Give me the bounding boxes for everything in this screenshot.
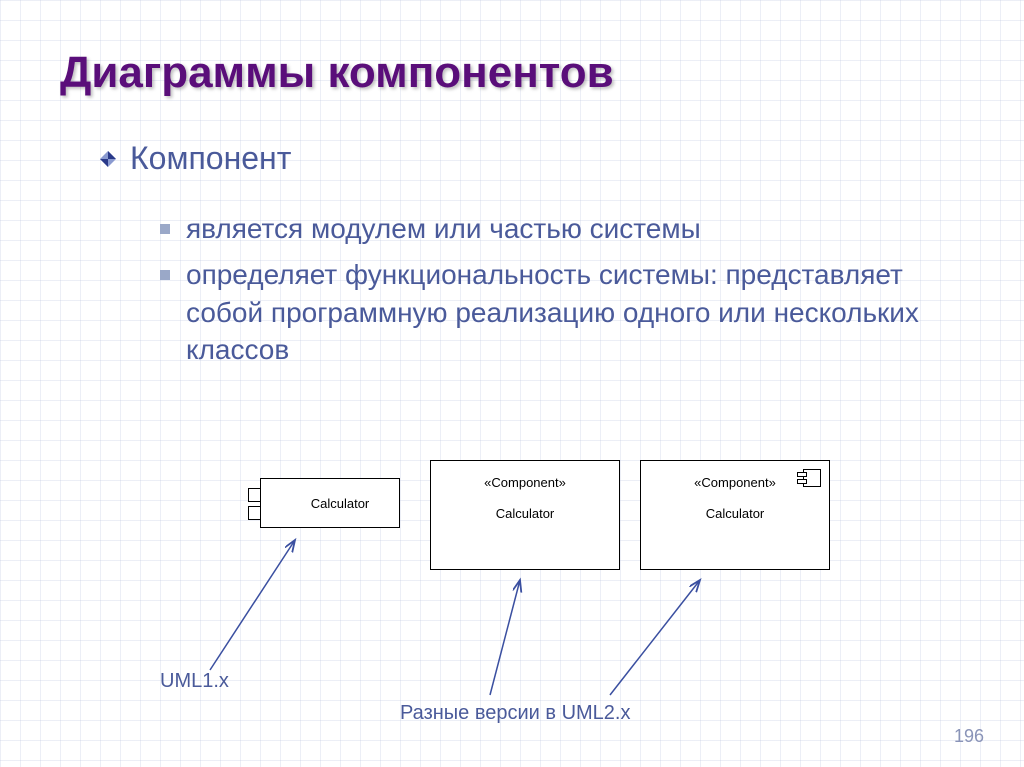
list-item: определяет функциональность системы: пре… [160, 256, 940, 369]
level2-list: является модулем или частью системы опре… [160, 210, 940, 377]
uml2b-name: Calculator [641, 506, 829, 521]
uml2a-component-box: «Component» Calculator [430, 460, 620, 570]
page-number: 196 [954, 726, 984, 747]
component-icon [797, 469, 821, 487]
uml1-component-label: Calculator [311, 496, 370, 511]
square-bullet-icon [160, 224, 170, 234]
list-item-text: является модулем или частью системы [186, 210, 940, 248]
slide-title: Диаграммы компонентов [60, 48, 614, 98]
caption-uml1: UML1.x [160, 670, 229, 693]
list-item: является модулем или частью системы [160, 210, 940, 248]
square-bullet-icon [160, 270, 170, 280]
list-item-text: определяет функциональность системы: пре… [186, 256, 940, 369]
uml2b-component-box: «Component» Calculator [640, 460, 830, 570]
diamond-icon [100, 151, 116, 167]
diagram-area: Calculator «Component» Calculator «Compo… [220, 460, 920, 660]
level1-bullet: Компонент [100, 140, 291, 177]
slide: Диаграммы компонентов Компонент является… [0, 0, 1024, 767]
uml2a-name: Calculator [431, 506, 619, 521]
level1-text: Компонент [130, 140, 291, 177]
uml1-component-box: Calculator [260, 478, 400, 528]
uml2a-stereotype: «Component» [431, 475, 619, 490]
caption-uml2: Разные версии в UML2.x [400, 702, 630, 725]
